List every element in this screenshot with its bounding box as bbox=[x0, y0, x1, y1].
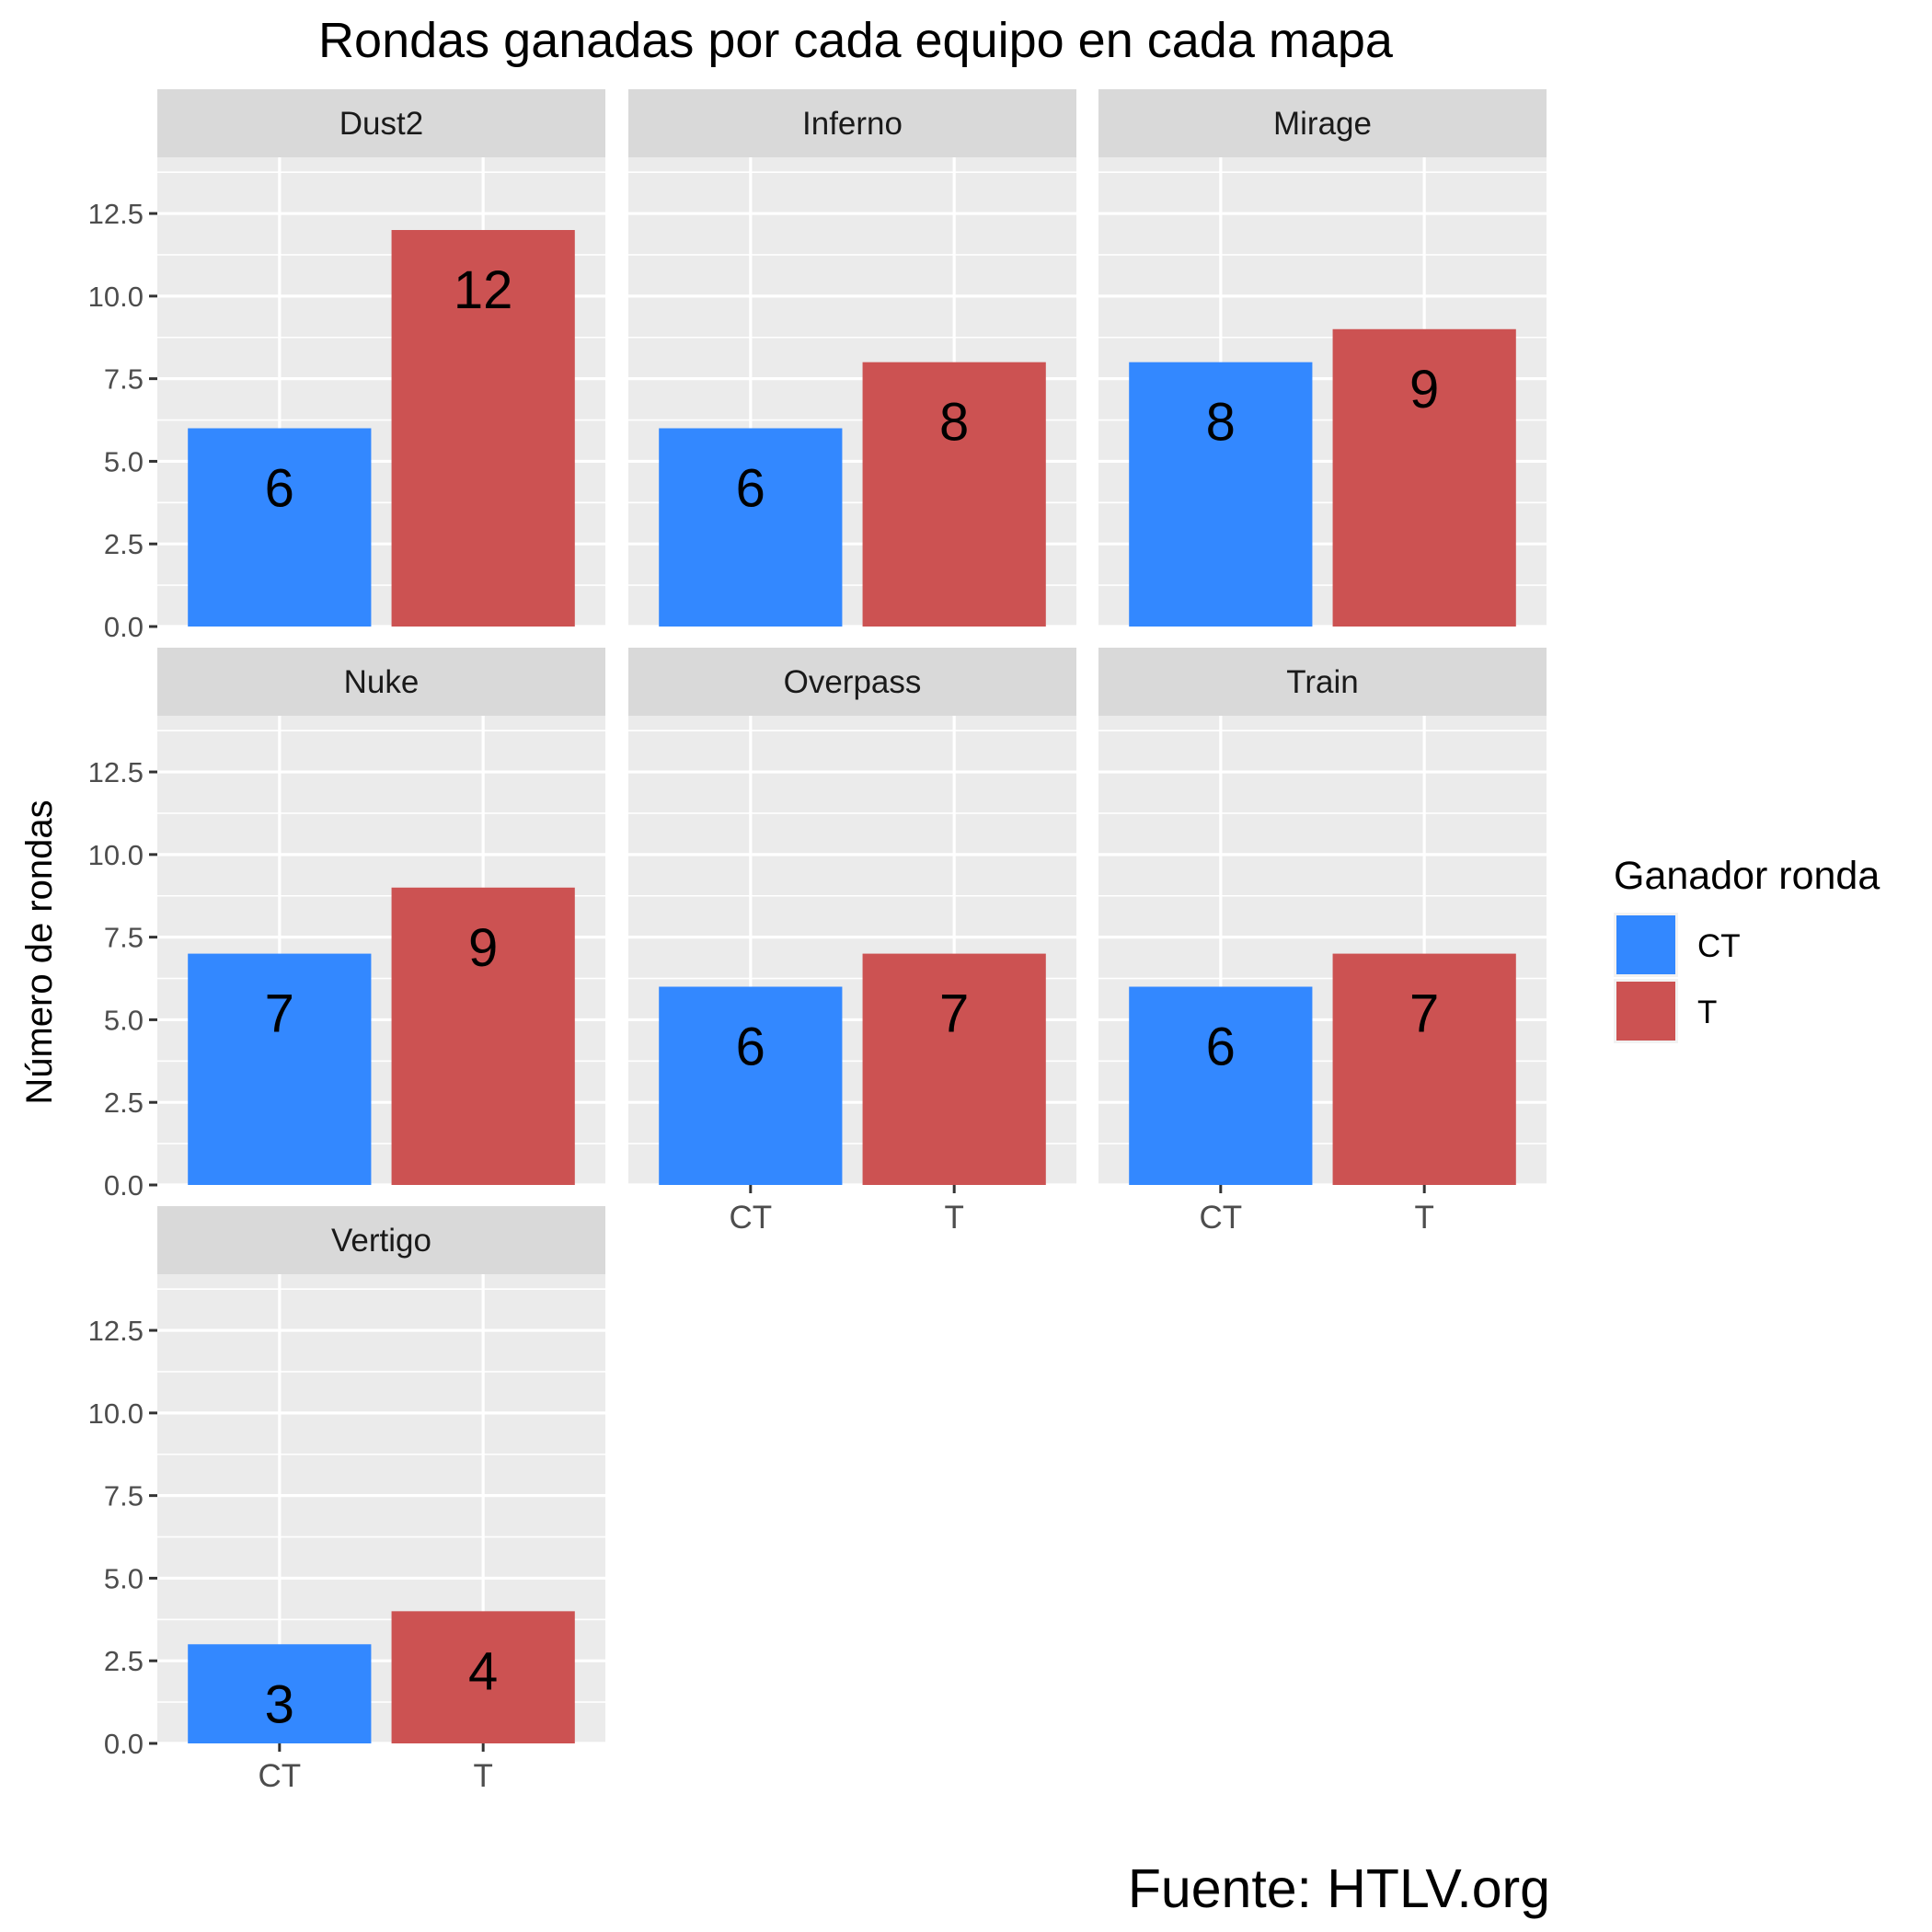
strip-label: Overpass bbox=[784, 664, 922, 700]
strip-background bbox=[157, 89, 605, 157]
x-tick-label: T bbox=[944, 1200, 963, 1236]
x-tick-label: T bbox=[1414, 1200, 1433, 1236]
bar-value-label: 12 bbox=[454, 260, 513, 320]
facet-panels: Dust26120.02.55.07.510.012.5Inferno68Mir… bbox=[88, 89, 1547, 1794]
y-tick-label: 5.0 bbox=[104, 1004, 144, 1036]
strip-label: Nuke bbox=[344, 664, 420, 700]
bar-ct bbox=[188, 428, 372, 627]
bar-value-label: 8 bbox=[939, 393, 969, 453]
bar-value-label: 7 bbox=[939, 984, 969, 1044]
bar-ct bbox=[659, 986, 843, 1185]
legend-label: CT bbox=[1697, 928, 1741, 964]
strip-label: Inferno bbox=[802, 106, 903, 142]
y-tick-label: 0.0 bbox=[104, 1169, 144, 1202]
y-tick-label: 12.5 bbox=[88, 198, 144, 230]
strip-label: Train bbox=[1286, 664, 1358, 700]
panel-vertigo: Vertigo 3 4 0.0 2.5 5.0 7.5 10.0 12.5 CT T bbox=[88, 1206, 605, 1794]
legend-title: Ganador ronda bbox=[1614, 854, 1880, 898]
strip-background bbox=[628, 648, 1076, 716]
bar-t bbox=[1332, 953, 1516, 1185]
panel-mirage: Mirage 8 9 bbox=[1098, 89, 1547, 628]
panel-overpass: Overpass 6 7 CT T bbox=[628, 648, 1076, 1236]
y-tick-label: 2.5 bbox=[104, 528, 144, 560]
y-tick-label: 10.0 bbox=[88, 839, 144, 871]
bar-t bbox=[862, 362, 1046, 627]
y-tick-label: 7.5 bbox=[104, 922, 144, 954]
strip-background bbox=[157, 648, 605, 716]
bar-value-label: 6 bbox=[265, 459, 294, 519]
bar-t bbox=[1332, 328, 1516, 627]
y-tick-label: 7.5 bbox=[104, 363, 144, 396]
bar-ct bbox=[659, 428, 843, 627]
strip-label: Mirage bbox=[1273, 106, 1372, 142]
legend-swatch-t bbox=[1616, 982, 1675, 1041]
bar-value-label: 7 bbox=[265, 984, 294, 1044]
bar-value-label: 6 bbox=[1206, 1018, 1236, 1077]
bar-ct bbox=[1129, 362, 1313, 627]
y-tick-label: 12.5 bbox=[88, 1315, 144, 1347]
bar-ct bbox=[188, 953, 372, 1185]
bar-value-label: 4 bbox=[468, 1641, 498, 1701]
strip-background bbox=[628, 89, 1076, 157]
bar-t bbox=[391, 230, 575, 627]
y-tick-label: 5.0 bbox=[104, 445, 144, 477]
panel-inferno: Inferno 6 8 bbox=[628, 89, 1076, 628]
bar-ct bbox=[188, 1644, 372, 1743]
strip-background bbox=[1098, 648, 1547, 716]
x-tick-label: T bbox=[473, 1758, 492, 1794]
bar-value-label: 7 bbox=[1409, 984, 1439, 1044]
bar-value-label: 6 bbox=[736, 459, 765, 519]
bar-ct bbox=[1129, 986, 1313, 1185]
bar-value-label: 6 bbox=[736, 1018, 765, 1077]
y-tick-label: 5.0 bbox=[104, 1562, 144, 1594]
y-tick-label: 2.5 bbox=[104, 1087, 144, 1119]
legend-swatch-ct bbox=[1616, 915, 1675, 974]
chart-caption: Fuente: HTLV.org bbox=[1128, 1858, 1550, 1919]
strip-label: Dust2 bbox=[339, 106, 423, 142]
y-tick-label: 12.5 bbox=[88, 756, 144, 788]
panel-dust2: Dust2 6 12 0.0 2.5 5.0 7.5 10.0 12.5 bbox=[88, 89, 605, 643]
bar-t bbox=[391, 887, 575, 1185]
y-tick-label: 2.5 bbox=[104, 1645, 144, 1677]
bar-value-label: 9 bbox=[1409, 360, 1439, 420]
y-tick-label: 0.0 bbox=[104, 1728, 144, 1760]
bar-value-label: 8 bbox=[1206, 393, 1236, 453]
chart-title: Rondas ganadas por cada equipo en cada m… bbox=[318, 13, 1394, 68]
y-axis-title: Número de rondas bbox=[19, 799, 60, 1104]
legend-label: T bbox=[1697, 995, 1717, 1030]
x-tick-label: CT bbox=[1199, 1200, 1242, 1236]
y-tick-label: 10.0 bbox=[88, 281, 144, 313]
y-tick-label: 7.5 bbox=[104, 1480, 144, 1512]
panel-nuke: Nuke 7 9 0.0 2.5 5.0 7.5 10.0 12.5 bbox=[88, 648, 605, 1202]
panel-train: Train 6 7 CT T bbox=[1098, 648, 1547, 1236]
strip-label: Vertigo bbox=[331, 1223, 431, 1259]
legend: Ganador ronda CT T bbox=[1614, 854, 1880, 1043]
x-tick-label: CT bbox=[729, 1200, 772, 1236]
bar-t bbox=[862, 953, 1046, 1185]
strip-background bbox=[1098, 89, 1547, 157]
bar-value-label: 3 bbox=[265, 1674, 294, 1734]
bar-t bbox=[391, 1611, 575, 1743]
x-tick-label: CT bbox=[258, 1758, 301, 1794]
bar-value-label: 9 bbox=[468, 918, 498, 978]
y-tick-label: 10.0 bbox=[88, 1397, 144, 1430]
y-tick-label: 0.0 bbox=[104, 611, 144, 643]
strip-background bbox=[157, 1206, 605, 1274]
